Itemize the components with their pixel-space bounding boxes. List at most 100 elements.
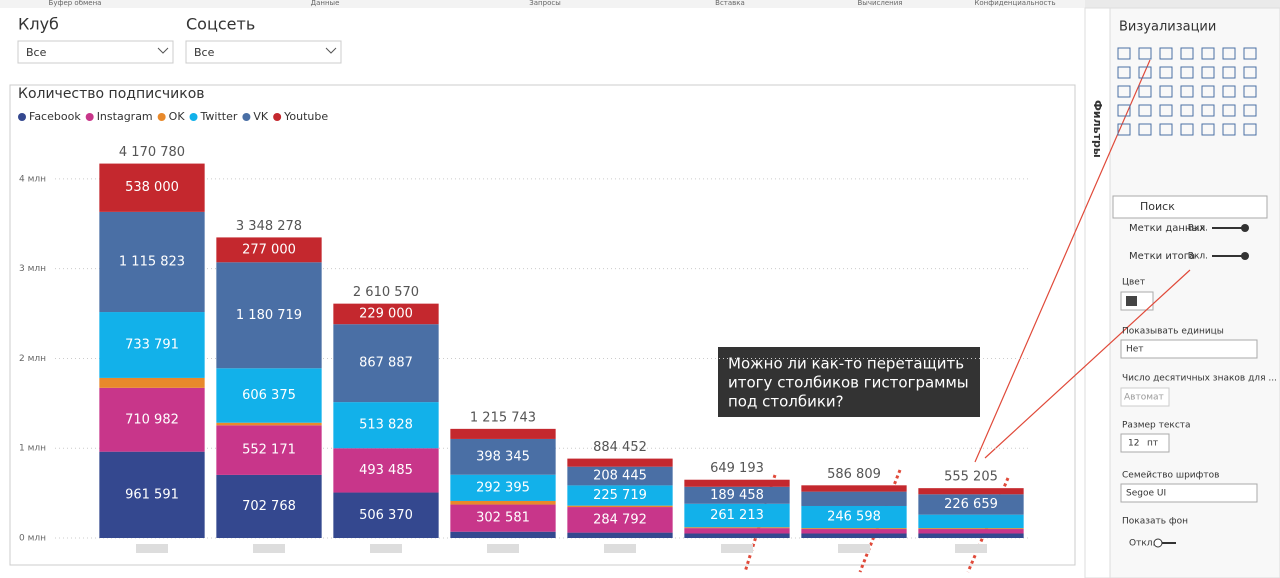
viz-icon[interactable] [1180, 47, 1194, 60]
value-label: 225 719 [593, 488, 647, 503]
bar-segment [801, 485, 907, 492]
viz-icon[interactable] [1117, 104, 1131, 117]
bar-segment [333, 492, 439, 538]
viz-icon[interactable] [1180, 66, 1194, 79]
total-label: 649 193 [710, 461, 764, 476]
legend-label: VK [253, 110, 269, 123]
font-select[interactable] [1120, 483, 1258, 503]
viz-icon[interactable] [1243, 85, 1257, 98]
x-label-blur [136, 544, 168, 553]
value-label: 538 000 [125, 180, 179, 195]
legend-dot [85, 113, 94, 121]
viz-icon[interactable] [1222, 123, 1236, 136]
bar-segment [99, 387, 205, 452]
viz-icon[interactable] [1222, 85, 1236, 98]
value-label: 867 887 [359, 356, 413, 371]
total-label: 3 348 278 [236, 219, 302, 234]
label: Показать фон [1122, 517, 1188, 527]
chart-title: Количество подписчиков [18, 86, 205, 102]
bar-segment [918, 533, 1024, 538]
size-input[interactable] [1120, 433, 1170, 453]
toggle-knob [1241, 224, 1249, 232]
viz-icon[interactable] [1222, 104, 1236, 117]
viz-icon[interactable] [1201, 123, 1215, 136]
value-label: 226 659 [944, 497, 998, 512]
viz-icon[interactable] [1180, 85, 1194, 98]
bar-segment [450, 500, 556, 505]
label: Показывать единицы [1122, 327, 1224, 337]
bar-segment [216, 262, 322, 369]
bar-segment [801, 491, 907, 506]
viz-icon[interactable] [1201, 85, 1215, 98]
viz-icon[interactable] [1117, 47, 1131, 60]
search-box[interactable] [1112, 195, 1268, 219]
viz-icon[interactable] [1201, 66, 1215, 79]
bar-segment [684, 527, 790, 529]
y-tick-label: 4 млн [19, 174, 46, 184]
viz-icon[interactable] [1159, 104, 1173, 117]
viz-icon[interactable] [1159, 66, 1173, 79]
value-label: 1 180 719 [236, 308, 302, 323]
callout-box [718, 347, 980, 417]
viz-icon[interactable] [1138, 47, 1152, 60]
viz-icon[interactable] [1243, 123, 1257, 136]
total-label: 586 809 [827, 467, 881, 482]
viz-icon[interactable] [1222, 66, 1236, 79]
x-label-blur [370, 544, 402, 553]
viz-icon[interactable] [1180, 104, 1194, 117]
viz-icon[interactable] [1201, 47, 1215, 60]
bar-segment [567, 458, 673, 467]
label: Метки данных [1129, 223, 1205, 234]
filters-tab[interactable]: Фильтры [1091, 100, 1104, 158]
callout-text: Можно ли как-то перетащить [728, 355, 964, 373]
label: Вкл. [1188, 224, 1208, 234]
slicer-value: Все [26, 46, 47, 59]
viz-icon[interactable] [1138, 66, 1152, 79]
legend-label: Instagram [97, 110, 153, 123]
value-label: 493 485 [359, 463, 413, 478]
viz-icon[interactable] [1117, 66, 1131, 79]
value-label: 552 171 [242, 443, 296, 458]
color-swatch [1126, 296, 1137, 306]
viz-icon[interactable] [1243, 47, 1257, 60]
value-label: 261 213 [710, 508, 764, 523]
value: пт [1147, 439, 1158, 449]
filters-pane[interactable] [1084, 7, 1111, 578]
value-label: 1 115 823 [119, 254, 185, 269]
value-label: 961 591 [125, 487, 179, 502]
x-label-blur [253, 544, 285, 553]
bar-segment [567, 532, 673, 538]
viz-icon[interactable] [1180, 123, 1194, 136]
decimals-input[interactable] [1120, 387, 1170, 407]
bar-segment [801, 533, 907, 538]
viz-icon[interactable] [1138, 104, 1152, 117]
label: Откл. [1129, 539, 1155, 549]
viz-icon[interactable] [1117, 123, 1131, 136]
bar-segment [99, 163, 205, 212]
viz-icon[interactable] [1138, 85, 1152, 98]
value-label: 189 458 [710, 488, 764, 503]
total-label: 1 215 743 [470, 410, 536, 425]
viz-icon[interactable] [1117, 85, 1131, 98]
bar-segment [684, 528, 790, 534]
total-label: 884 452 [593, 440, 647, 455]
label: Число десятичных знаков для ... [1122, 374, 1277, 384]
viz-icon[interactable] [1159, 123, 1173, 136]
viz-icon[interactable] [1159, 85, 1173, 98]
bar-segment [99, 451, 205, 538]
bar-segment [216, 425, 322, 475]
viz-icon[interactable] [1222, 47, 1236, 60]
slicer-box[interactable] [17, 40, 174, 64]
viz-icon[interactable] [1201, 104, 1215, 117]
viz-icon[interactable] [1243, 66, 1257, 79]
ribbon-label: Данные [311, 0, 340, 7]
viz-icon[interactable] [1138, 123, 1152, 136]
slicer-box[interactable] [185, 40, 342, 64]
legend-dot [273, 113, 282, 121]
y-tick-label: 1 млн [19, 444, 46, 454]
viz-icon[interactable] [1243, 104, 1257, 117]
viz-icon[interactable] [1159, 47, 1173, 60]
units-select[interactable] [1120, 339, 1258, 359]
value-label: 277 000 [242, 242, 296, 257]
bar-segment [801, 505, 907, 529]
